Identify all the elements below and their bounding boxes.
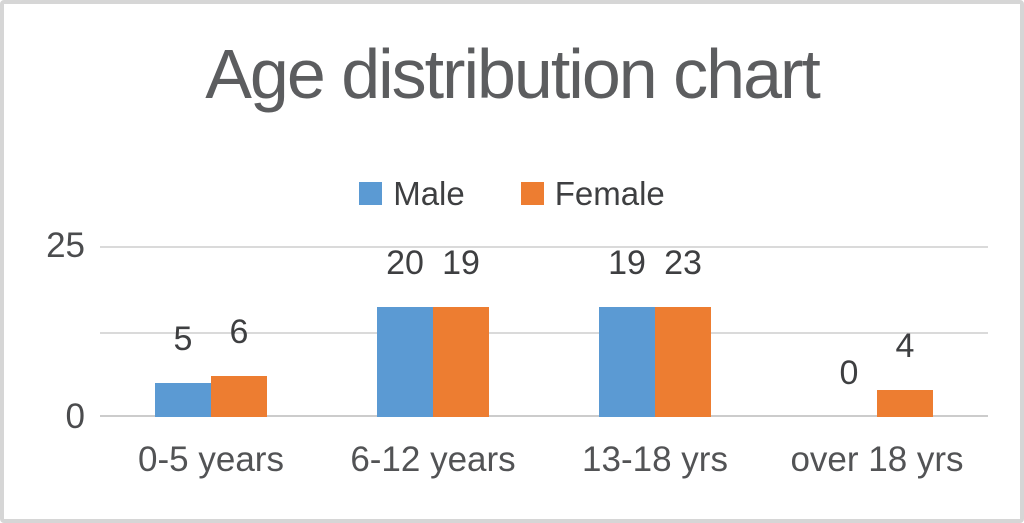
data-label-male-2: 19 [608,244,646,282]
gridline-y25 [100,246,988,248]
bar-slot-female: 4 [877,246,933,417]
plot-area: 5 6 20 19 19 23 0 4 [100,246,988,417]
gridline-y12.5 [100,332,988,334]
x-axis-line [100,415,988,417]
legend-item-male: Male [359,177,465,210]
bar-female-3 [877,390,933,417]
category-label-13-18-yrs: 13-18 yrs [582,440,728,479]
data-label-male-0: 5 [173,320,193,358]
legend-item-female: Female [520,174,665,212]
bar-slot-female: 23 [655,246,711,417]
bar-female-0 [211,376,267,417]
bar-slot-female: 6 [211,246,267,417]
legend-swatch-icon [520,181,544,205]
data-label-female-2: 23 [664,244,702,282]
category-label-over-18-yrs: over 18 yrs [790,440,964,479]
bar-male-0 [155,383,211,417]
data-label-female-0: 6 [229,313,249,351]
bar-male-2 [599,307,655,417]
bar-slot-male: 20 [377,246,433,417]
legend-swatch-icon [359,181,383,205]
ytick-label-0: 0 [65,397,85,436]
bar-slot-male: 0 [821,246,877,417]
data-label-female-1: 19 [442,244,480,282]
bar-group-13-18-yrs: 19 23 [544,246,766,417]
data-label-male-3: 0 [839,354,859,392]
bar-slot-male: 19 [599,246,655,417]
chart-title: Age distribution chart [205,35,821,113]
legend-label: Male [393,174,465,212]
bar-male-1 [377,307,433,417]
data-label-male-1: 20 [386,244,424,282]
bar-group-6-12-years: 20 19 [322,246,544,417]
data-label-female-3: 4 [895,327,915,365]
bar-slot-male: 5 [155,246,211,417]
bar-female-2 [655,307,711,417]
legend-label: Female [554,174,665,212]
bar-female-1 [433,307,489,417]
category-label-0-5-years: 0-5 years [138,440,284,479]
legend: Male Female [4,176,1020,210]
ytick-label-25: 25 [46,226,85,265]
bar-slot-female: 19 [433,246,489,417]
category-label-6-12-years: 6-12 years [350,440,516,479]
